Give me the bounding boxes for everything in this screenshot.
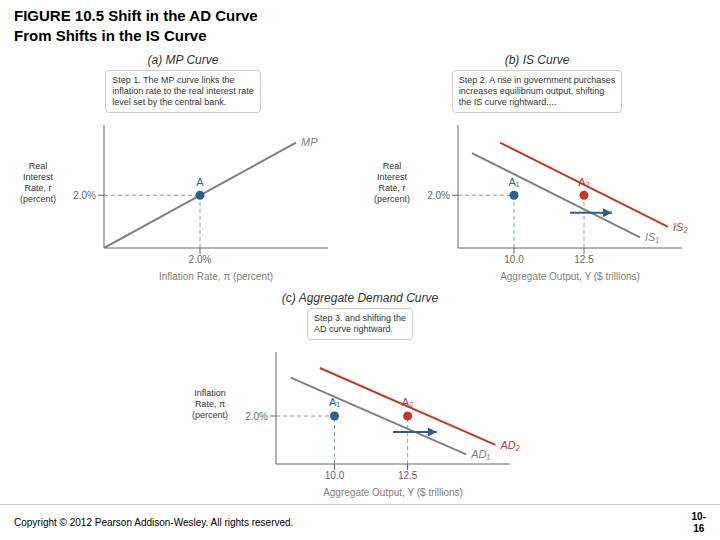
svg-text:AD₂: AD₂ (499, 439, 520, 451)
svg-text:IS₁: IS₁ (645, 231, 659, 243)
svg-text:Aggregate Output, Y ($ trillio: Aggregate Output, Y ($ trillions) (500, 271, 640, 282)
html-text:Inflation Rate, π (percent): Inflation Rate, π (percent) (192, 387, 228, 420)
svg-text:2.0%: 2.0% (427, 190, 450, 201)
svg-text:AD₁: AD₁ (470, 448, 490, 460)
svg-text:10.0: 10.0 (504, 254, 524, 265)
svg-text:MP: MP (301, 136, 318, 148)
svg-text:2.0%: 2.0% (189, 254, 212, 265)
html-text:Real Interest Rate, r (percent: Real Interest Rate, r (percent) (374, 160, 410, 204)
html-text:Step 2. A rise in government p: Step 2. A rise in government purchases i… (458, 75, 616, 107)
svg-text:Aggregate Output, Y ($ trillio: Aggregate Output, Y ($ trillions) (323, 487, 463, 498)
html-text:(a) MP Curve: (a) MP Curve (147, 53, 219, 67)
svg-text:A: A (196, 176, 204, 188)
html-text:Copyright © 2012 Pearson Addis: Copyright © 2012 Pearson Addison-Wesley.… (14, 517, 294, 528)
html-text:(c) Aggregate Demand Curve: (c) Aggregate Demand Curve (281, 291, 439, 305)
svg-text:2.0%: 2.0% (73, 190, 96, 201)
svg-text:A₁: A₁ (329, 396, 340, 408)
svg-text:IS₂: IS₂ (673, 221, 688, 233)
html-text:10- 16: 10- 16 (691, 510, 706, 534)
svg-text:10.0: 10.0 (325, 470, 345, 481)
html-text:Real Interest Rate, r (percent: Real Interest Rate, r (percent) (20, 160, 56, 204)
svg-text:A₂: A₂ (578, 176, 590, 188)
html-text:FIGURE 10.5 Shift in the AD Cu: FIGURE 10.5 Shift in the AD Curve From S… (14, 7, 258, 44)
svg-text:A₂: A₂ (402, 396, 414, 408)
html-text:(b) IS Curve: (b) IS Curve (504, 53, 570, 67)
svg-text:A₁: A₁ (508, 176, 519, 188)
svg-text:Inflation Rate, π (percent): Inflation Rate, π (percent) (159, 271, 273, 282)
html-text:Step 3. and shifting the AD cu: Step 3. and shifting the AD curve rightw… (314, 313, 406, 334)
svg-text:12.5: 12.5 (398, 470, 418, 481)
svg-text:12.5: 12.5 (574, 254, 594, 265)
svg-text:2.0%: 2.0% (245, 411, 268, 422)
html-text:Step 1. The MP curve links the: Step 1. The MP curve links the inflation… (112, 75, 254, 107)
